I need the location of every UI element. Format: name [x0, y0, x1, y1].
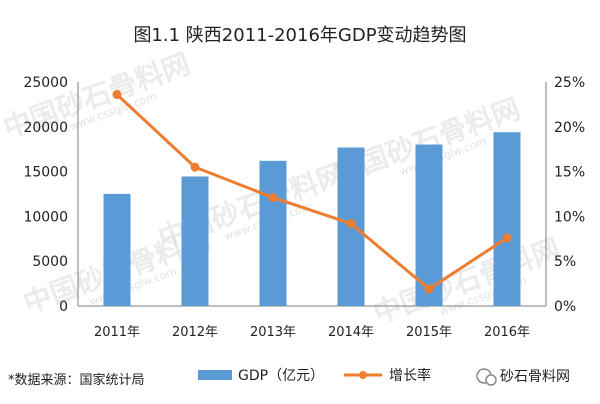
x-tick-label: 2014年	[328, 325, 374, 340]
growth-rate-point	[190, 162, 200, 172]
left-tick-label: 0	[59, 299, 68, 315]
legend-growth-label: 增长率	[389, 367, 431, 384]
left-tick-label: 15000	[23, 165, 68, 181]
left-tick-label: 25000	[23, 75, 68, 91]
right-tick-label: 0%	[554, 299, 576, 315]
right-tick-label: 5%	[554, 254, 576, 270]
legend-gdp-label: GDP（亿元）	[238, 368, 324, 384]
gdp-bar	[259, 160, 287, 306]
left-tick-label: 20000	[23, 120, 68, 136]
growth-rate-line	[115, 93, 508, 291]
watermark-text: 中国砂石骨料网	[369, 232, 564, 330]
legend: GDP（亿元） 增长率	[198, 367, 431, 384]
left-tick-label: 10000	[23, 209, 68, 225]
left-tick-labels: 0 5000 10000 15000 20000 25000	[23, 75, 68, 315]
left-tick-label: 5000	[32, 254, 68, 270]
legend-growth-marker	[359, 371, 367, 379]
growth-line	[112, 90, 512, 294]
x-tick-label: 2016年	[484, 325, 530, 340]
wechat-icon-bubble	[485, 374, 497, 386]
right-tick-label: 15%	[554, 165, 585, 181]
right-tick-labels: 0% 5% 10% 15% 20% 25%	[554, 75, 585, 315]
x-tick-label: 2013年	[250, 325, 296, 340]
legend-gdp-swatch	[198, 370, 232, 380]
growth-rate-point	[346, 219, 356, 229]
growth-rate-point	[112, 90, 122, 100]
right-tick-label: 25%	[554, 75, 585, 91]
growth-rate-point	[268, 193, 278, 203]
gdp-bar	[493, 132, 521, 306]
x-tick-labels: 2011年 2012年 2013年 2014年 2015年 2016年	[94, 325, 530, 340]
growth-rate-point	[502, 233, 512, 243]
chart-title: 图1.1 陕西2011-2016年GDP变动趋势图	[133, 25, 466, 46]
growth-rate-point	[424, 284, 434, 294]
x-tick-label: 2012年	[172, 325, 218, 340]
brand-logo: 砂石骨料网	[476, 368, 570, 386]
axes	[77, 82, 547, 307]
source-note: *数据来源：国家统计局	[8, 372, 145, 388]
right-tick-label: 10%	[554, 209, 585, 225]
gdp-bar	[415, 144, 443, 306]
x-tick-label: 2015年	[406, 325, 452, 340]
bars	[103, 132, 521, 306]
right-tick-label: 20%	[554, 120, 585, 136]
brand-name: 砂石骨料网	[500, 369, 570, 385]
gdp-bar	[181, 176, 209, 306]
x-tick-label: 2011年	[94, 325, 140, 340]
gdp-bar	[103, 193, 131, 306]
